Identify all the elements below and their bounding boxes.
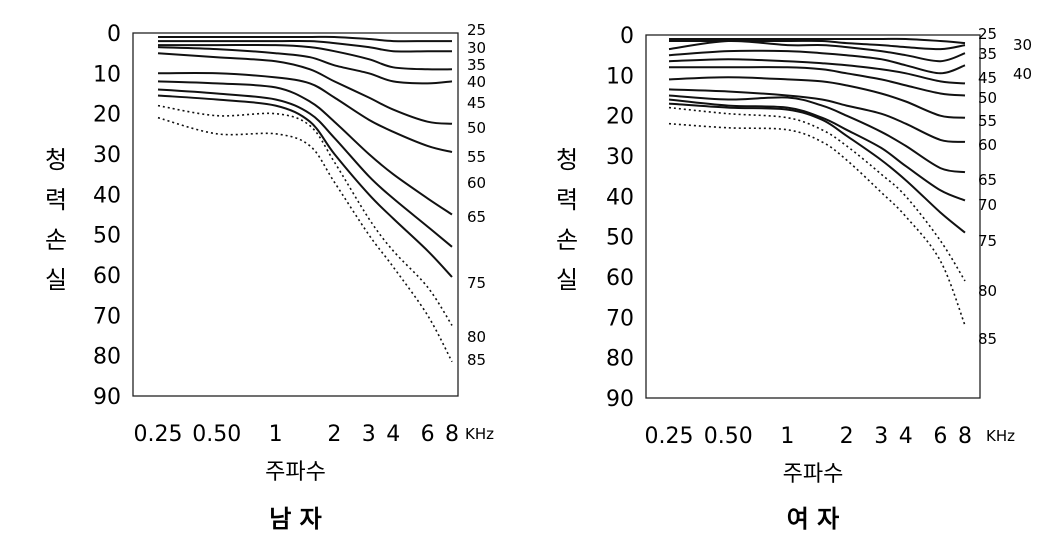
female-x-tick-label: 0.50 (704, 424, 753, 449)
male-curve-age-45 (157, 52, 453, 125)
female-y-tick-label: 80 (606, 347, 634, 372)
female-x-tick-label: 8 (958, 424, 972, 449)
female-curve-age-50 (669, 66, 966, 97)
female-curve-age-40 (668, 49, 966, 75)
male-age-label-60: 60 (467, 174, 486, 192)
male-curve-age-35 (158, 43, 453, 71)
female-age-label-55: 55 (978, 112, 997, 130)
male-curve-age-25 (158, 35, 453, 43)
male-y-tick-label: 30 (93, 143, 121, 168)
male-plot-frame (132, 32, 459, 397)
male-x-tick-label: 6 (421, 422, 435, 447)
female-y-tick-label: 70 (606, 306, 634, 331)
male-age-label-45: 45 (467, 94, 486, 112)
male-age-label-25: 25 (467, 21, 486, 39)
male-chart-title: 남 자 (269, 505, 322, 533)
female-y-tick-label: 50 (606, 226, 634, 251)
male-x-tick-label: 3 (362, 422, 376, 447)
female-curve-age-70 (668, 98, 966, 202)
female-y-tick-label: 30 (606, 145, 634, 170)
female-chart-panel: 0 10 20 30 40 50 60 70 80 90 0.25 0.50 1 2 3 4 6 8 KHz 주파수 청… (523, 0, 1046, 557)
male-chart-panel: 0 10 20 30 40 50 60 70 80 90 0.25 0.50 1 2 3 4 6 8 KHz 주파수 청… (0, 0, 523, 557)
female-y-tick-label: 10 (606, 64, 634, 89)
female-curve-age-60 (668, 88, 966, 143)
female-age-label-30: 30 (1013, 36, 1032, 54)
female-age-label-75: 75 (978, 232, 997, 250)
male-y-tick-label: 40 (93, 183, 121, 208)
male-curve-age-60 (157, 88, 453, 248)
male-curve-age-75 (157, 104, 453, 326)
male-x-tick-label: 0.25 (134, 422, 183, 447)
male-y-tick-label: 0 (107, 22, 121, 47)
female-hearing-loss-chart: 0 10 20 30 40 50 60 70 80 90 0.25 0.50 1 2 3 4 6 8 KHz 주파수 청… (556, 24, 1032, 533)
female-age-label-40: 40 (1013, 65, 1032, 83)
male-curve-age-65 (157, 94, 453, 278)
female-y-tick-label: 60 (606, 266, 634, 291)
male-curve-age-30 (157, 39, 452, 53)
male-age-label-80: 80 (467, 328, 486, 346)
male-age-label-35: 35 (467, 56, 486, 74)
female-chart-title: 여 자 (787, 505, 840, 533)
female-age-label-70: 70 (978, 196, 997, 214)
female-x-tick-label: 3 (874, 424, 888, 449)
male-x-tick-label: 0.50 (192, 422, 241, 447)
male-y-tick-label: 70 (93, 304, 121, 329)
female-curve-age-80 (668, 106, 966, 282)
female-age-label-80: 80 (978, 282, 997, 300)
female-curve-age-55 (668, 76, 966, 119)
male-curve-age-50 (157, 72, 453, 153)
female-x-tick-label: 1 (780, 424, 794, 449)
female-curve-age-45 (668, 58, 966, 85)
male-x-tick-label: 8 (445, 422, 459, 447)
female-age-label-25: 25 (978, 25, 997, 43)
female-y-tick-label: 90 (606, 387, 634, 412)
female-plot-frame (645, 34, 981, 399)
female-y-tick-label: 20 (606, 105, 634, 130)
female-x-tick-label: 0.25 (645, 424, 694, 449)
male-age-label-75: 75 (467, 274, 486, 292)
male-y-tick-label: 60 (93, 264, 121, 289)
female-x-tick-label: 4 (899, 424, 913, 449)
male-age-label-30: 30 (467, 39, 486, 57)
female-age-label-45: 45 (978, 69, 997, 87)
female-age-label-35: 35 (978, 45, 997, 63)
female-age-label-65: 65 (978, 171, 997, 189)
male-age-label-50: 50 (467, 119, 486, 137)
female-curve-age-65 (668, 94, 966, 174)
female-curve-age-85 (668, 122, 966, 326)
male-y-tick-label: 50 (93, 224, 121, 249)
male-x-tick-label: 4 (386, 422, 400, 447)
male-curve-age-55 (157, 80, 453, 216)
male-curve-age-85 (157, 116, 453, 363)
male-hearing-loss-chart: 0 10 20 30 40 50 60 70 80 90 0.25 0.50 1 2 3 4 6 8 KHz 주파수 청… (45, 21, 494, 533)
male-x-unit-label: KHz (465, 425, 494, 443)
female-y-tick-label: 0 (620, 24, 634, 49)
female-y-tick-label: 40 (606, 185, 634, 210)
male-y-tick-label: 10 (93, 62, 121, 87)
female-age-label-50: 50 (978, 89, 997, 107)
male-y-tick-label: 20 (93, 103, 121, 128)
female-age-label-85: 85 (978, 330, 997, 348)
female-age-label-60: 60 (978, 136, 997, 154)
male-y-tick-label: 90 (93, 385, 121, 410)
female-x-tick-label: 2 (840, 424, 854, 449)
male-age-label-55: 55 (467, 148, 486, 166)
male-age-label-65: 65 (467, 208, 486, 226)
female-x-tick-label: 6 (933, 424, 947, 449)
male-y-tick-label: 80 (93, 345, 121, 370)
female-x-axis-title: 주파수 (783, 462, 844, 487)
female-curve-age-75 (668, 102, 966, 234)
female-curve-age-25 (668, 37, 966, 45)
male-x-tick-label: 2 (327, 422, 341, 447)
male-x-tick-label: 1 (269, 422, 283, 447)
female-x-unit-label: KHz (986, 427, 1015, 445)
male-x-axis-title: 주파수 (265, 460, 326, 485)
male-curve-age-40 (157, 46, 453, 85)
male-age-label-40: 40 (467, 73, 486, 91)
male-age-label-85: 85 (467, 351, 486, 369)
female-curve-age-35 (668, 39, 966, 63)
